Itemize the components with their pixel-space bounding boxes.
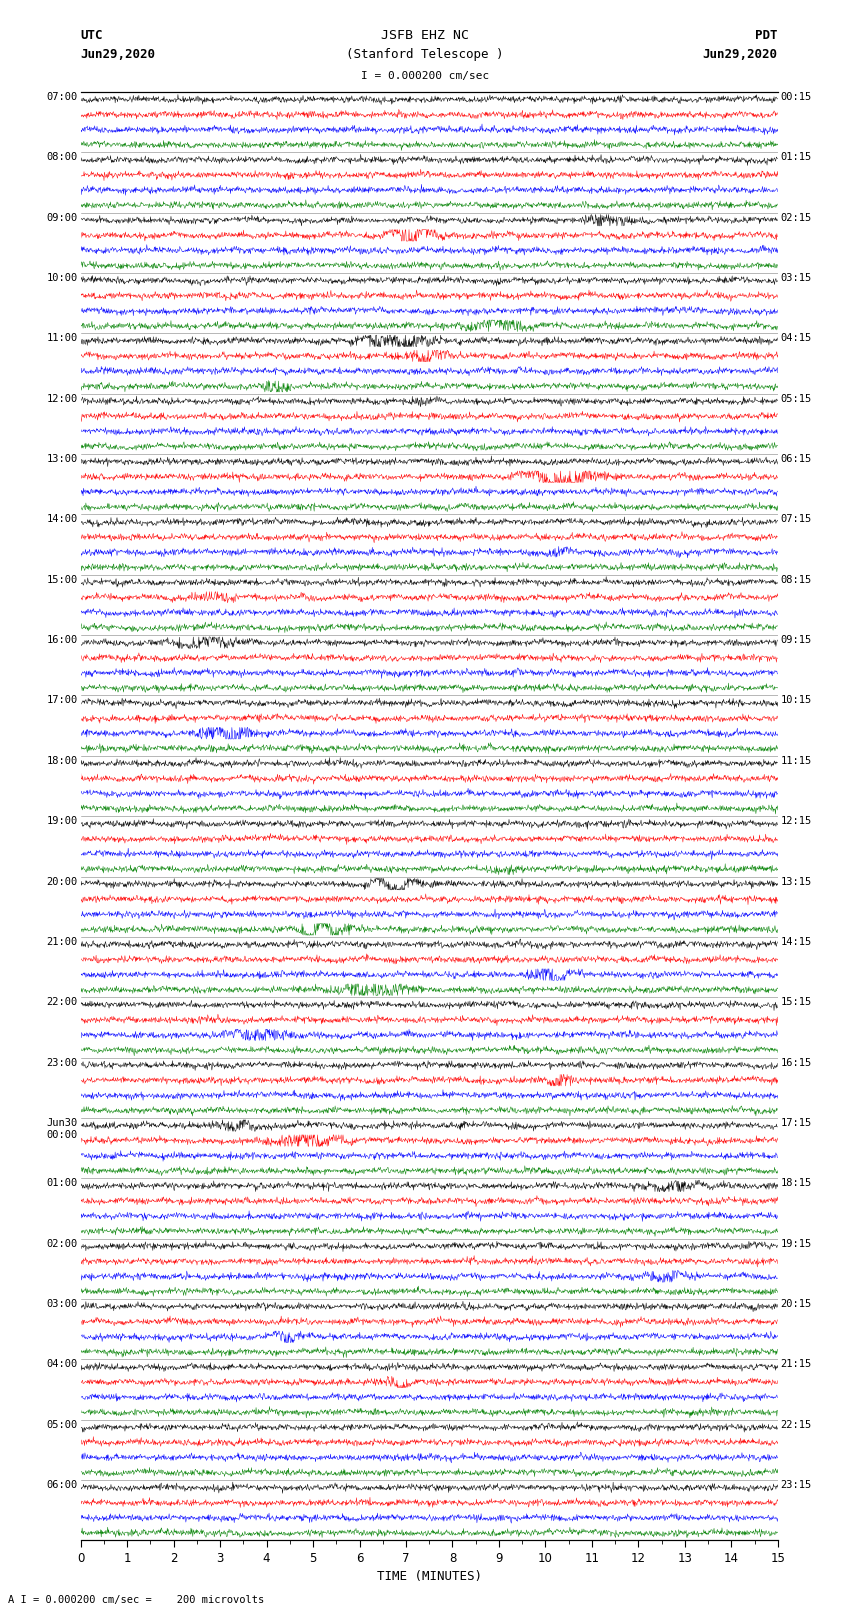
Text: PDT: PDT (756, 29, 778, 42)
Text: JSFB EHZ NC: JSFB EHZ NC (381, 29, 469, 42)
X-axis label: TIME (MINUTES): TIME (MINUTES) (377, 1569, 482, 1582)
Text: Jun29,2020: Jun29,2020 (703, 48, 778, 61)
Text: UTC: UTC (81, 29, 103, 42)
Text: A I = 0.000200 cm/sec =    200 microvolts: A I = 0.000200 cm/sec = 200 microvolts (8, 1595, 264, 1605)
Text: I = 0.000200 cm/sec: I = 0.000200 cm/sec (361, 71, 489, 81)
Text: Jun29,2020: Jun29,2020 (81, 48, 156, 61)
Text: (Stanford Telescope ): (Stanford Telescope ) (346, 48, 504, 61)
